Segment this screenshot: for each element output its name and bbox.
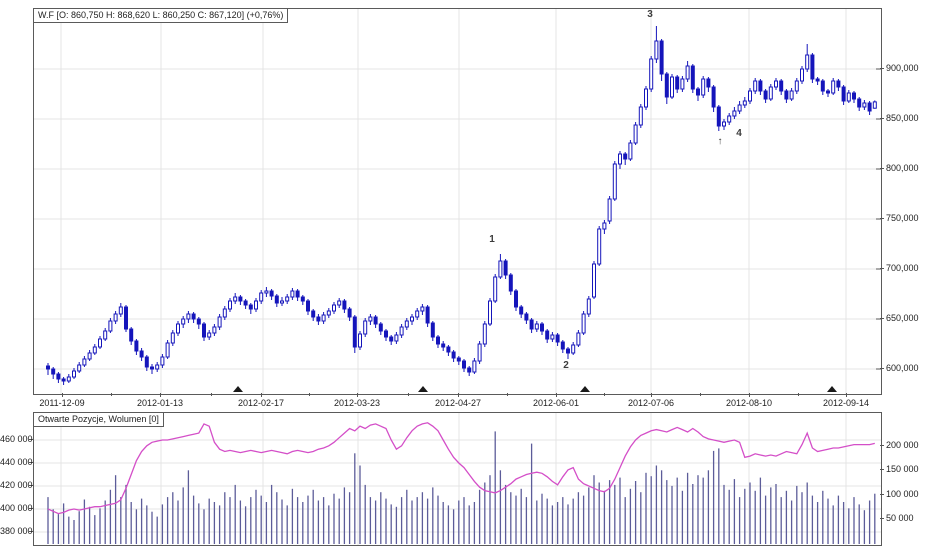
date-tick <box>749 393 750 397</box>
volume-tick-label: 150 000 <box>886 464 919 475</box>
date-tick <box>846 393 847 397</box>
event-marker-icon[interactable] <box>827 386 837 392</box>
open-positions-tick-label: 400 000 <box>0 503 33 513</box>
event-marker-icon[interactable] <box>233 386 243 392</box>
open-positions-tick-label: 460 000 <box>0 434 33 444</box>
date-tick-label: 2012-07-06 <box>627 398 675 408</box>
price-tick-label: 600,000 <box>886 363 919 373</box>
volume-tick <box>880 493 884 495</box>
wave-annotation: ↑ <box>717 136 723 147</box>
date-tick <box>357 393 358 397</box>
volume-tick-label: 200 000 <box>886 440 919 450</box>
date-tick-label: 2012-03-23 <box>333 398 381 408</box>
price-tick <box>880 318 884 319</box>
price-tick-label: 850,000 <box>886 113 919 123</box>
price-tick-label: 800,000 <box>886 163 919 173</box>
date-minor-tick <box>111 393 112 396</box>
date-minor-tick <box>604 393 605 396</box>
volume-chart-svg[interactable] <box>34 413 881 545</box>
date-tick <box>651 393 652 397</box>
price-tick-label: 750,000 <box>886 213 919 223</box>
date-tick <box>458 393 459 397</box>
date-tick-label: 2011-12-09 <box>39 398 85 408</box>
date-tick-label: 2012-01-13 <box>136 398 184 408</box>
volume-tick <box>880 469 884 471</box>
price-tick <box>880 218 884 219</box>
price-tick <box>880 68 884 69</box>
open-positions-tick <box>29 531 33 532</box>
date-minor-tick <box>211 393 212 396</box>
date-tick-label: 2012-09-14 <box>822 398 870 408</box>
price-tick-label: 650,000 <box>886 313 919 323</box>
date-tick-label: 2012-08-10 <box>725 398 773 408</box>
date-tick <box>556 393 557 397</box>
date-tick <box>261 393 262 397</box>
event-marker-icon[interactable] <box>418 386 428 392</box>
date-tick <box>160 393 161 397</box>
wave-annotation: 1 <box>489 234 495 245</box>
date-minor-tick <box>700 393 701 396</box>
open-positions-tick <box>29 508 33 509</box>
price-tick <box>880 118 884 119</box>
wave-annotation: 3 <box>647 9 653 20</box>
date-tick-label: 2012-02-17 <box>237 398 285 408</box>
open-positions-tick <box>29 439 33 440</box>
date-minor-tick <box>309 393 310 396</box>
price-panel <box>33 8 882 395</box>
date-tick <box>62 393 63 397</box>
instrument-title: W.F [O: 860,750 H: 868,620 L: 860,250 C:… <box>33 8 289 23</box>
wave-annotation: 2 <box>563 360 569 371</box>
price-tick <box>880 268 884 269</box>
volume-panel <box>33 412 882 546</box>
price-tick-label: 900,000 <box>886 63 919 73</box>
date-axis: 2011-12-09 2012-01-13 2012-02-17 2012-03… <box>0 393 940 412</box>
lower-panel-title: Otwarte Pozycje, Wolumen [0] <box>33 412 164 427</box>
price-tick-label: 700,000 <box>886 263 919 273</box>
event-marker-icon[interactable] <box>580 386 590 392</box>
wave-annotation: 4 <box>736 128 742 139</box>
price-chart-svg[interactable] <box>34 9 881 394</box>
date-tick-label: 2012-04-27 <box>434 398 482 408</box>
volume-tick-label: 50 000 <box>886 513 914 523</box>
volume-tick <box>880 445 884 446</box>
date-minor-tick <box>798 393 799 396</box>
date-minor-tick <box>408 393 409 396</box>
volume-tick <box>880 518 884 519</box>
price-tick <box>880 368 884 369</box>
volume-tick-label: 100 000 <box>886 488 919 499</box>
open-positions-tick-label: 380 000 <box>0 526 33 536</box>
open-positions-tick <box>29 485 33 486</box>
open-positions-tick-label: 440 000 <box>0 457 33 467</box>
open-positions-tick <box>29 462 33 463</box>
date-tick-label: 2012-06-01 <box>532 398 580 408</box>
date-minor-tick <box>507 393 508 396</box>
price-tick <box>880 168 884 169</box>
open-positions-tick-label: 420 000 <box>0 480 33 490</box>
